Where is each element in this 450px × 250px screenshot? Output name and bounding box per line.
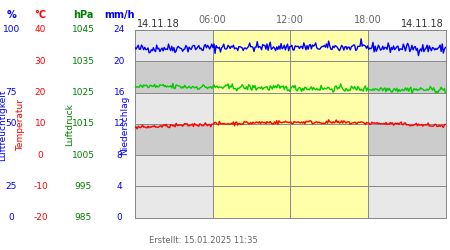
Text: Niederschlag: Niederschlag bbox=[121, 95, 130, 155]
Text: 75: 75 bbox=[5, 88, 17, 97]
Text: %: % bbox=[6, 10, 16, 20]
Text: 40: 40 bbox=[35, 26, 46, 35]
Text: Luftfeuchtigkeit: Luftfeuchtigkeit bbox=[0, 89, 7, 161]
Text: 100: 100 bbox=[3, 26, 20, 35]
Text: 995: 995 bbox=[75, 182, 92, 191]
Bar bbox=[135, 92, 446, 124]
Text: 8: 8 bbox=[117, 150, 122, 160]
Text: 0: 0 bbox=[9, 213, 14, 222]
Text: 18:00: 18:00 bbox=[354, 15, 382, 25]
Text: -10: -10 bbox=[33, 182, 48, 191]
Text: 1005: 1005 bbox=[72, 150, 95, 160]
Text: 4: 4 bbox=[117, 182, 122, 191]
Text: 1025: 1025 bbox=[72, 88, 94, 97]
Text: 10: 10 bbox=[35, 119, 46, 128]
Text: 12: 12 bbox=[113, 119, 125, 128]
Text: 50: 50 bbox=[5, 119, 17, 128]
Text: 1035: 1035 bbox=[72, 57, 95, 66]
Bar bbox=[135, 61, 446, 92]
Text: Temperatur: Temperatur bbox=[16, 99, 25, 151]
Text: 14.11.18: 14.11.18 bbox=[400, 19, 443, 29]
Text: 0: 0 bbox=[117, 213, 122, 222]
Text: Erstellt: 15.01.2025 11:35: Erstellt: 15.01.2025 11:35 bbox=[149, 236, 258, 245]
Text: 06:00: 06:00 bbox=[199, 15, 226, 25]
Text: 24: 24 bbox=[113, 26, 125, 35]
Text: 14.11.18: 14.11.18 bbox=[137, 19, 180, 29]
Text: 12:00: 12:00 bbox=[276, 15, 304, 25]
Text: 0: 0 bbox=[38, 150, 43, 160]
Text: mm/h: mm/h bbox=[104, 10, 135, 20]
Bar bbox=[135, 155, 446, 186]
Text: -20: -20 bbox=[33, 213, 48, 222]
Text: Luftdruck: Luftdruck bbox=[65, 104, 74, 146]
Bar bbox=[135, 124, 446, 155]
Text: 30: 30 bbox=[35, 57, 46, 66]
Bar bbox=[212, 30, 368, 218]
Text: 20: 20 bbox=[113, 57, 125, 66]
Text: 20: 20 bbox=[35, 88, 46, 97]
Text: hPa: hPa bbox=[73, 10, 94, 20]
Text: °C: °C bbox=[35, 10, 46, 20]
Text: 1045: 1045 bbox=[72, 26, 94, 35]
Text: 25: 25 bbox=[5, 182, 17, 191]
Text: 985: 985 bbox=[75, 213, 92, 222]
Text: 16: 16 bbox=[113, 88, 125, 97]
Bar bbox=[135, 186, 446, 218]
Bar bbox=[135, 30, 446, 61]
Text: 1015: 1015 bbox=[72, 119, 95, 128]
